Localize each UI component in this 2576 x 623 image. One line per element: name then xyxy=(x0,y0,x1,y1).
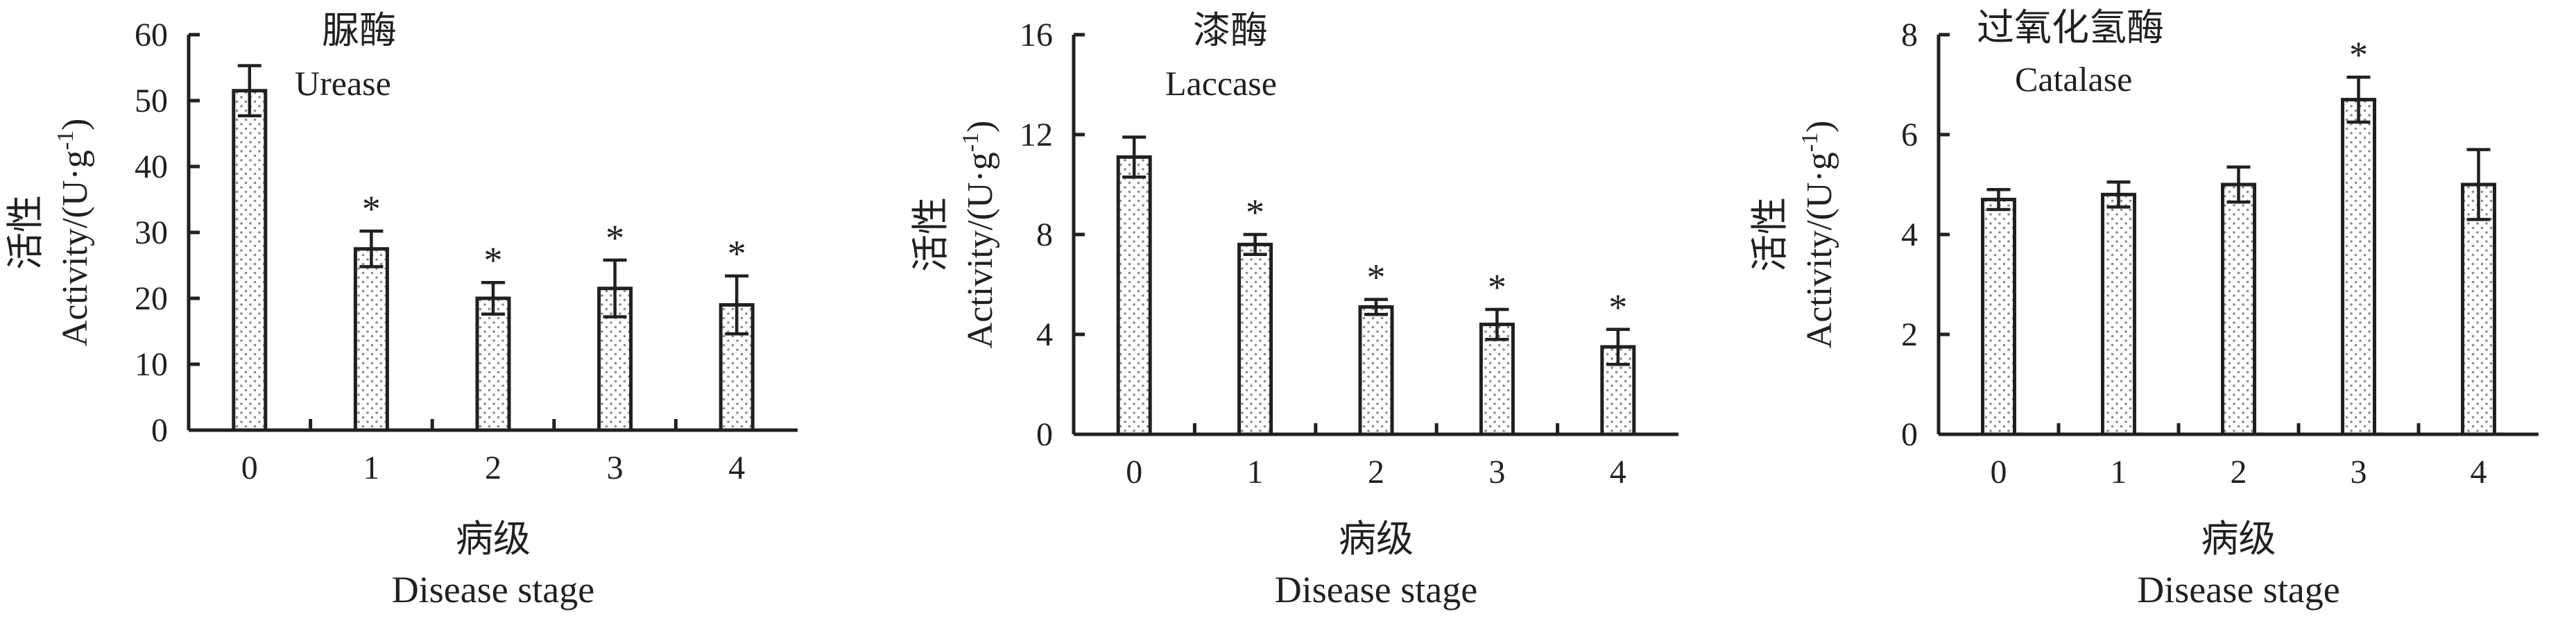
y-tick-label: 12 xyxy=(1020,117,1053,153)
bar-1 xyxy=(1237,242,1273,436)
y-tick-label: 0 xyxy=(1901,416,1918,453)
significance-marker: * xyxy=(1246,191,1264,233)
y-tick-label: 4 xyxy=(1901,216,1918,253)
bar-3 xyxy=(2341,98,2376,436)
x-tick-label: 1 xyxy=(363,450,379,486)
bar-4 xyxy=(2461,182,2496,436)
y-axis-label-cn: 活性 xyxy=(5,195,46,270)
y-axis-label-en: Activity/(U·g-1) xyxy=(958,121,1000,349)
y-axis-label-en-main: Activity/(U·g xyxy=(1800,152,1839,348)
y-tick-label: 2 xyxy=(1901,316,1918,353)
significance-marker: * xyxy=(1367,257,1386,298)
y-tick-label: 30 xyxy=(135,214,168,251)
x-tick-label: 3 xyxy=(2351,454,2367,490)
significance-marker: * xyxy=(2349,34,2368,76)
y-axis-label-en-close: ) xyxy=(961,121,1000,133)
x-tick-label: 4 xyxy=(1610,454,1626,490)
x-tick-label: 1 xyxy=(1247,454,1264,490)
y-tick-label: 20 xyxy=(135,280,168,317)
chart-title-cn: 脲酶 xyxy=(322,10,397,51)
bar-2 xyxy=(475,296,511,432)
chart-panel-laccase: 0 4 8 12 16 0 * 1 * 2 * 3 * 4 漆酶 Laccase 病级 Disease stage… xyxy=(910,10,1678,611)
x-axis-label-cn: 病级 xyxy=(2201,518,2276,560)
y-tick-label: 0 xyxy=(1036,416,1053,453)
y-tick-label: 6 xyxy=(1901,117,1918,153)
chart-title-cn: 过氧化氢酶 xyxy=(1977,7,2164,49)
y-tick-label: 4 xyxy=(1036,316,1053,353)
y-axis-label-en-close: ) xyxy=(1800,121,1839,133)
y-axis-label-en-close: ) xyxy=(55,119,95,130)
chart-panel-catalase: 0 2 4 6 8 0 1 2 * 3 4 过氧化氢酶 Catalase 病级 Disease stage 活… xyxy=(1749,7,2539,611)
y-tick-label: 8 xyxy=(1901,17,1918,53)
y-tick-label: 60 xyxy=(135,17,168,53)
significance-marker: * xyxy=(362,188,381,230)
bar-2 xyxy=(2221,182,2256,436)
y-axis-label-en-main: Activity/(U·g xyxy=(961,152,1000,348)
significance-marker: * xyxy=(728,233,746,275)
significance-marker: * xyxy=(1488,266,1506,308)
chart-title-en: Laccase xyxy=(1165,64,1277,103)
y-axis-label-cn: 活性 xyxy=(910,197,952,272)
y-tick-label: 40 xyxy=(135,148,168,185)
y-tick-label: 8 xyxy=(1036,216,1053,253)
significance-marker: * xyxy=(1608,287,1627,328)
x-tick-label: 4 xyxy=(728,450,745,486)
bar-1 xyxy=(353,247,389,432)
x-axis-label-en: Disease stage xyxy=(2137,569,2339,611)
x-axis-label-cn: 病级 xyxy=(1339,518,1414,560)
x-axis-label-cn: 病级 xyxy=(456,518,531,560)
chart-title-cn: 漆酶 xyxy=(1193,10,1268,51)
y-axis-label-en-exponent: -1 xyxy=(958,133,984,152)
bar-0 xyxy=(1116,155,1152,436)
y-tick-label: 10 xyxy=(135,346,168,383)
x-tick-label: 3 xyxy=(607,450,624,486)
chart-title-en: Urease xyxy=(295,64,391,103)
x-tick-label: 2 xyxy=(2231,454,2247,490)
bar-0 xyxy=(232,89,268,432)
bar-1 xyxy=(2101,192,2136,436)
significance-marker: * xyxy=(484,239,503,281)
x-tick-label: 0 xyxy=(241,450,258,486)
x-tick-label: 2 xyxy=(1368,454,1384,490)
bar-2 xyxy=(1358,305,1394,436)
significance-marker: * xyxy=(606,217,624,259)
y-axis-label-cn: 活性 xyxy=(1749,197,1791,272)
x-tick-label: 3 xyxy=(1488,454,1505,490)
x-tick-label: 0 xyxy=(1126,454,1142,490)
x-tick-label: 2 xyxy=(485,450,501,486)
x-tick-label: 1 xyxy=(2111,454,2127,490)
y-axis-label-en-main: Activity/(U·g xyxy=(55,150,95,346)
x-tick-label: 4 xyxy=(2471,454,2487,490)
chart-title-en: Catalase xyxy=(2015,60,2132,99)
y-tick-label: 50 xyxy=(135,83,168,119)
bar-0 xyxy=(1981,198,2016,436)
y-axis-label-en-exponent: -1 xyxy=(53,130,78,150)
y-axis-label-en-exponent: -1 xyxy=(1797,133,1823,152)
x-axis-label-en: Disease stage xyxy=(392,569,594,611)
y-axis-label-en: Activity/(U·g-1) xyxy=(53,119,95,347)
y-tick-label: 0 xyxy=(151,412,168,449)
x-tick-label: 0 xyxy=(1991,454,2007,490)
x-axis-label-en: Disease stage xyxy=(1275,569,1477,611)
y-tick-label: 16 xyxy=(1020,17,1053,53)
chart-panel-urease: 0 10 20 30 40 50 60 0 * 1 * 2 * 3 * 4 脲酶 Urease 病级 Disease … xyxy=(5,10,798,611)
y-axis-label-en: Activity/(U·g-1) xyxy=(1797,121,1839,349)
